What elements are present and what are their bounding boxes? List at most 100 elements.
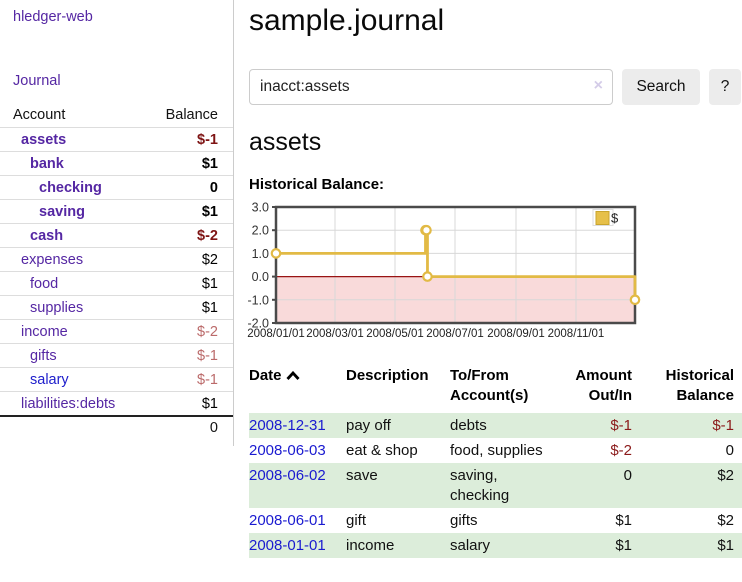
transaction-date-link[interactable]: 2008-12-31 (249, 416, 326, 434)
accounts-total: 0 (0, 415, 233, 439)
svg-text:1.0: 1.0 (252, 247, 269, 261)
col-date-label: Date (249, 367, 282, 384)
transaction-date-link[interactable]: 2008-06-02 (249, 466, 326, 484)
transaction-date-link[interactable]: 2008-06-03 (249, 441, 326, 459)
svg-text:2008/11/01: 2008/11/01 (548, 328, 605, 340)
account-link[interactable]: income (21, 323, 68, 340)
account-link[interactable]: bank (30, 155, 64, 172)
nav-journal-link[interactable]: Journal (13, 73, 61, 89)
account-link[interactable]: saving (39, 203, 85, 220)
cell-amount: $1 (615, 511, 632, 529)
account-row-gifts: gifts $-1 (0, 343, 233, 367)
account-link[interactable]: supplies (30, 299, 84, 316)
account-row-supplies: supplies $1 (0, 295, 233, 319)
account-row-bank: bank $1 (0, 151, 233, 175)
sidebar: hledger-web Journal Account Balance asse… (0, 0, 234, 446)
account-heading: assets (249, 128, 322, 156)
accounts-header-balance: Balance (165, 107, 218, 123)
svg-text:-1.0: -1.0 (247, 293, 269, 307)
cell-balance: 0 (725, 441, 734, 459)
transaction-row: 2008-06-03 eat & shop food, supplies $-2 0 (249, 438, 742, 463)
account-link[interactable]: gifts (30, 347, 57, 364)
account-balance: 0 (209, 179, 218, 196)
account-row-checking: checking 0 (0, 175, 233, 199)
account-balance: $2 (201, 251, 218, 268)
cell-date: 2008-06-03 (249, 438, 346, 463)
app-title-link[interactable]: hledger-web (13, 9, 93, 25)
account-link[interactable]: food (30, 275, 59, 292)
account-link[interactable]: cash (30, 227, 64, 244)
account-balance: $1 (201, 395, 218, 412)
cell-amount: $-2 (610, 441, 632, 459)
cell-accounts: food, supplies (450, 441, 543, 459)
cell-balance: $1 (717, 536, 734, 554)
account-row-income: income $-2 (0, 319, 233, 343)
account-link[interactable]: expenses (21, 251, 84, 268)
transaction-row: 2008-12-31 pay off debts $-1 $-1 (249, 413, 742, 438)
account-balance: $1 (201, 299, 218, 316)
account-link[interactable]: salary (30, 371, 69, 388)
svg-text:2008/01/01: 2008/01/01 (247, 328, 305, 340)
col-description: Description (346, 367, 429, 384)
col-amount: Amount Out/In (575, 367, 632, 404)
clear-search-icon[interactable]: × (593, 77, 603, 94)
cell-amount: 0 (623, 466, 632, 484)
account-link[interactable]: checking (39, 179, 102, 196)
account-link[interactable]: assets (21, 131, 67, 148)
account-balance: $-2 (197, 323, 218, 340)
cell-description: eat & shop (346, 441, 418, 459)
cell-date: 2008-12-31 (249, 413, 346, 438)
svg-text:2.0: 2.0 (252, 224, 269, 238)
account-balance: $-2 (197, 227, 218, 244)
account-row-salary: salary $-1 (0, 367, 233, 391)
col-date[interactable]: Date (249, 364, 346, 413)
cell-description: income (346, 536, 395, 554)
search-button[interactable]: Search (622, 69, 700, 105)
svg-text:0.0: 0.0 (252, 270, 269, 284)
account-link[interactable]: liabilities:debts (21, 395, 116, 412)
svg-text:2008/05/01: 2008/05/01 (366, 328, 424, 340)
account-row-liabilities-debts: liabilities:debts $1 (0, 391, 233, 415)
page-title: sample.journal (249, 4, 445, 37)
svg-text:2008/09/01: 2008/09/01 (487, 328, 545, 340)
search-input[interactable] (249, 69, 613, 105)
account-row-assets: assets $-1 (0, 127, 233, 151)
col-accounts: To/From Account(s) (450, 367, 529, 404)
transaction-row: 2008-06-01 gift gifts $1 $2 (249, 508, 742, 533)
cell-date: 2008-06-01 (249, 508, 346, 533)
cell-date: 2008-06-02 (249, 463, 346, 508)
transaction-date-link[interactable]: 2008-01-01 (249, 536, 326, 554)
transaction-row: 2008-06-02 save saving, checking 0 $2 (249, 463, 742, 508)
chevron-up-icon (285, 370, 300, 380)
transaction-date-link[interactable]: 2008-06-01 (249, 511, 326, 529)
register-table: Date Description To/From Account(s) Amou… (249, 364, 742, 558)
cell-date: 2008-01-01 (249, 533, 346, 558)
svg-text:$: $ (611, 211, 619, 226)
cell-accounts: saving, checking (450, 466, 510, 504)
transaction-row: 2008-01-01 income salary $1 $1 (249, 533, 742, 558)
accounts-panel: Account Balance assets $-1 bank $1 checking 0… (0, 104, 233, 439)
svg-text:2008/03/01: 2008/03/01 (306, 328, 364, 340)
accounts-header: Account Balance (0, 104, 233, 127)
svg-text:-2.0: -2.0 (247, 317, 269, 331)
cell-amount: $-1 (610, 416, 632, 434)
account-row-saving: saving $1 (0, 199, 233, 223)
account-row-cash: cash $-2 (0, 223, 233, 247)
search-field-wrap: × (249, 69, 613, 105)
cell-description: save (346, 466, 378, 484)
account-balance: $1 (201, 275, 218, 292)
account-row-food: food $1 (0, 271, 233, 295)
cell-accounts: debts (450, 416, 487, 434)
svg-text:3.0: 3.0 (252, 201, 269, 215)
account-balance: $-1 (197, 347, 218, 364)
account-row-expenses: expenses $2 (0, 247, 233, 271)
help-button[interactable]: ? (709, 69, 741, 105)
cell-balance: $2 (717, 466, 734, 484)
col-balance: Historical Balance (665, 367, 734, 404)
search-bar: × Search ? (249, 69, 742, 105)
cell-balance: $-1 (712, 416, 734, 434)
cell-description: gift (346, 511, 367, 529)
accounts-rows: assets $-1 bank $1 checking 0 saving $1 cash $-2 e… (0, 127, 233, 415)
main-content: sample.journal × Search ? assets Histori… (234, 0, 742, 558)
